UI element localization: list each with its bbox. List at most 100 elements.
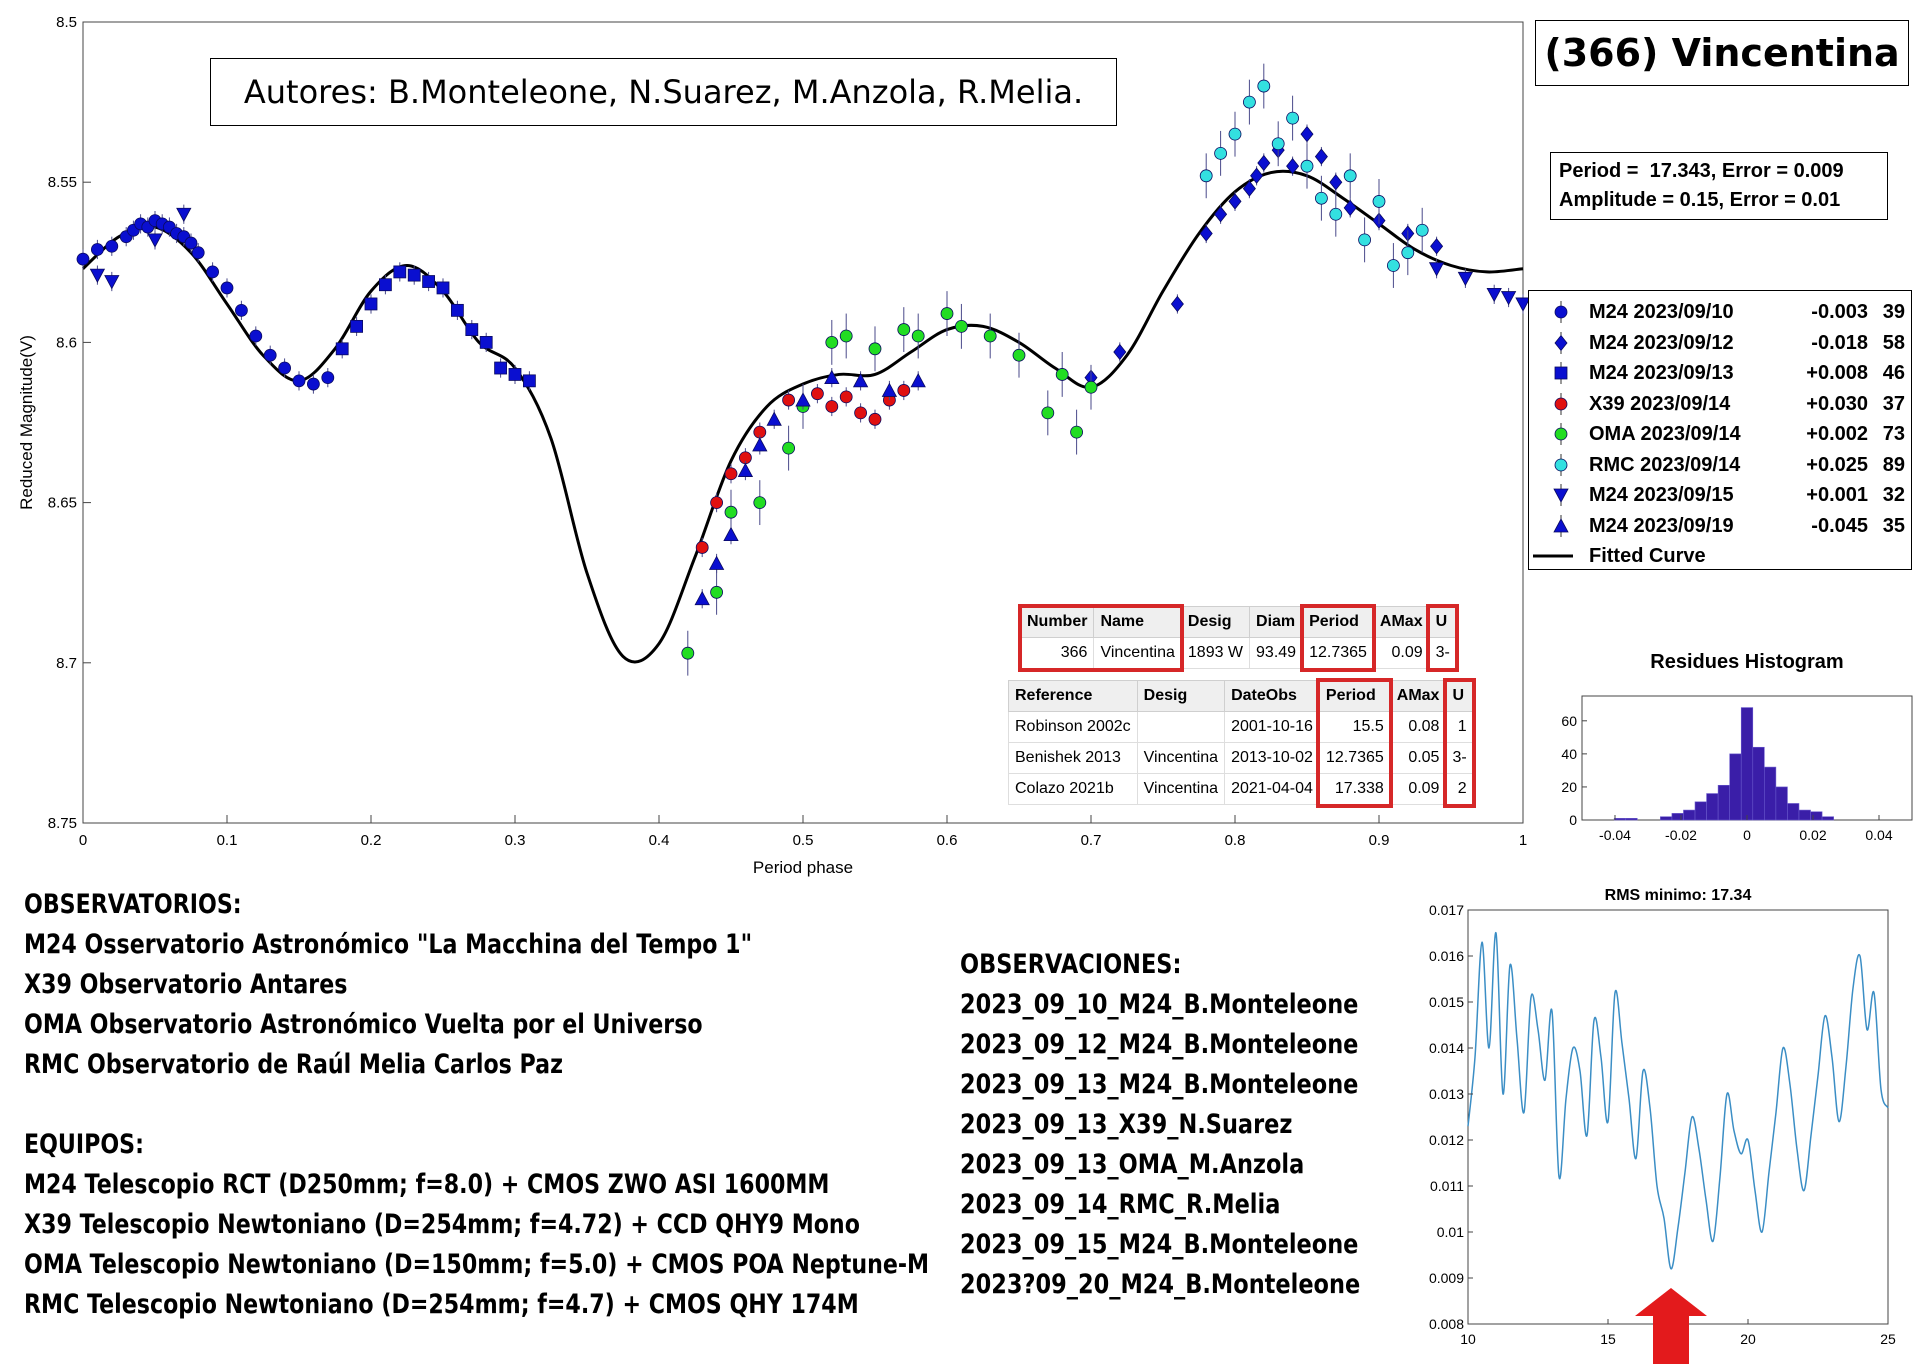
y-tick-label: 0 <box>1569 812 1577 828</box>
data-point <box>724 505 738 519</box>
legend-label: RMC 2023/09/14 <box>1589 453 1741 476</box>
table-cell <box>1136 711 1226 743</box>
table-cell: 93.49 <box>1249 637 1304 669</box>
data-point <box>1214 206 1228 223</box>
data-point <box>1457 271 1474 287</box>
data-point <box>422 275 436 288</box>
data-point <box>839 329 853 343</box>
data-point <box>839 390 853 404</box>
data-point <box>681 646 695 660</box>
data-point <box>983 329 997 343</box>
asteroid-title-box: (366) Vincentina <box>1535 20 1909 86</box>
data-point <box>350 319 364 333</box>
data-point <box>708 555 725 570</box>
legend-count: 73 <box>1882 423 1905 445</box>
y-tick-label: 8.6 <box>56 334 77 351</box>
column-header: Desig <box>1180 606 1251 638</box>
legend-offset: +0.002 <box>1806 423 1868 445</box>
y-tick-label: 60 <box>1561 713 1577 729</box>
legend-offset: +0.008 <box>1806 362 1868 384</box>
lightcurve-chart: 0 0.1 0.2 0.3 0.4 0.5 0.6 0.7 0.8 0.9 1 8.5 8.55 8.6 8… <box>17 14 1531 877</box>
legend-marker <box>1554 392 1568 415</box>
data-point <box>825 335 839 349</box>
equipos-heading: EQUIPOS: <box>24 1129 144 1160</box>
data-point <box>1315 191 1328 205</box>
data-point <box>1358 233 1371 247</box>
x-tick-label: 0.6 <box>937 832 958 849</box>
legend-offset: -0.003 <box>1811 301 1868 323</box>
data-point <box>782 441 795 455</box>
data-point <box>465 323 479 336</box>
legend-count: 37 <box>1882 392 1905 415</box>
legend-label: Fitted Curve <box>1589 545 1706 567</box>
fit-period-line: Period = 17.343, Error = 0.009 <box>1559 160 1844 182</box>
column-header: DateObs <box>1224 680 1320 712</box>
data-point <box>249 329 263 343</box>
minimum-arrow-icon <box>1635 1288 1707 1364</box>
column-header: Period <box>1318 680 1391 712</box>
data-point <box>1228 127 1242 141</box>
data-point <box>263 348 277 362</box>
rms-plot-area <box>1467 909 1889 1325</box>
legend-count: 46 <box>1882 362 1905 384</box>
x-axis-label: Period phase <box>753 858 853 877</box>
observatorio-line: OMA Observatorio Astronómico Vuelta por … <box>24 1009 703 1040</box>
data-point <box>1214 146 1227 160</box>
legend-entry: Fitted Curve <box>1529 541 1909 571</box>
data-point <box>854 406 867 420</box>
chart-legend: M24 2023/09/10 -0.003 39 M24 2023/09/12 -0.0… <box>1528 290 1912 570</box>
data-point <box>1113 343 1127 361</box>
legend-marker-shape <box>1554 305 1568 319</box>
data-point <box>76 252 90 266</box>
y-tick-label: 8.55 <box>48 174 77 191</box>
table-cell: 0.09 <box>1389 773 1447 805</box>
data-point <box>1500 291 1517 306</box>
table-cell: 2001-10-16 <box>1224 711 1320 743</box>
series-5 <box>1199 63 1429 288</box>
data-point <box>335 342 349 356</box>
data-point <box>1257 154 1271 172</box>
data-point <box>104 275 120 290</box>
data-point <box>1243 95 1256 109</box>
data-point <box>868 412 882 426</box>
column-header: Reference <box>1008 680 1138 712</box>
data-point <box>897 323 911 336</box>
histogram-bar <box>1798 809 1811 821</box>
histogram-bar <box>1729 753 1742 821</box>
data-point <box>89 268 106 283</box>
data-point <box>1199 225 1213 242</box>
histogram-bar <box>1706 793 1719 821</box>
histogram-bar <box>1613 818 1627 821</box>
highlight-ref-u <box>1442 677 1477 808</box>
data-point <box>436 281 450 295</box>
data-point <box>184 236 198 250</box>
legend-marker-shape <box>1554 366 1568 380</box>
references-header-row: Reference Desig DateObs Period AMax U <box>1008 680 1474 712</box>
legend-label: M24 2023/09/19 <box>1589 514 1734 537</box>
data-point <box>364 297 378 311</box>
data-point <box>1415 223 1429 237</box>
table-cell: Vincentina <box>1136 742 1226 774</box>
observation-line: 2023_09_13_M24_B.Monteleone <box>960 1069 1359 1100</box>
series-0 <box>76 211 335 394</box>
legend-marker <box>1554 423 1568 445</box>
x-tick-label: 0.1 <box>217 832 238 849</box>
legend-entry: M24 2023/09/13 +0.008 46 <box>1529 358 1909 388</box>
data-point <box>695 541 709 554</box>
legend-marker-shape <box>1554 427 1568 441</box>
histogram-bar <box>1740 707 1754 821</box>
x-tick-label: 10 <box>1460 1331 1476 1347</box>
legend-offset: +0.001 <box>1806 484 1868 506</box>
legend-entry: M24 2023/09/15 +0.001 32 <box>1529 480 1909 510</box>
equipo-line: M24 Telescopio RCT (D250mm; f=8.0) + CMO… <box>24 1169 830 1200</box>
x-tick-label: -0.04 <box>1599 827 1631 843</box>
y-tick-label: 0.011 <box>1430 1178 1464 1194</box>
highlight-period <box>1299 603 1377 672</box>
data-point <box>191 246 205 260</box>
rms-curve <box>1467 932 1889 1270</box>
highlight-u <box>1426 603 1460 672</box>
legend-marker <box>1553 514 1569 537</box>
residues-histogram: Residues Histogram -0.04 -0.02 0 0.02 0.04 0 20… <box>1561 651 1913 843</box>
legend-entry: X39 2023/09/14 +0.030 37 <box>1529 389 1909 419</box>
data-point <box>753 496 767 510</box>
